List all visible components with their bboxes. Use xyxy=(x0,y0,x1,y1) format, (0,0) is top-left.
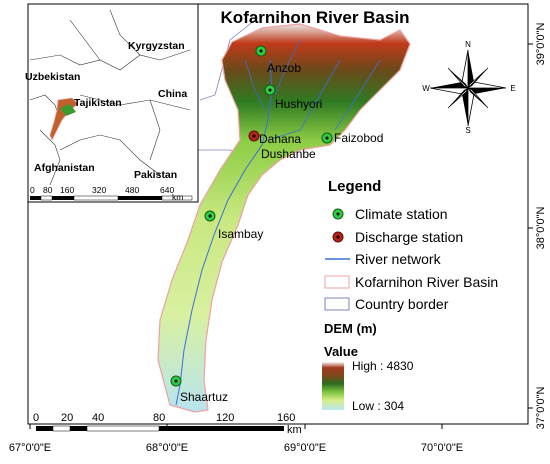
legend-dem-low: Low : 304 xyxy=(352,399,404,413)
label-dushanbe: Dushanbe xyxy=(261,147,316,161)
axis-lat-39: 39°0'0"N xyxy=(535,23,547,66)
label-dahana: Dahana xyxy=(259,132,301,146)
compass-n: N xyxy=(465,40,471,49)
legend-item-climate: Climate station xyxy=(355,206,448,222)
station-isambay xyxy=(204,210,216,222)
station-hushyori xyxy=(264,84,276,96)
scale-tick-160: 160 xyxy=(277,412,295,424)
scale-unit: km xyxy=(287,424,302,436)
compass-e: E xyxy=(510,84,515,93)
legend-item-border: Country border xyxy=(355,296,449,312)
legend-basin-symbol xyxy=(324,275,350,289)
inset-label-china: China xyxy=(158,88,187,100)
river-tributary xyxy=(244,39,381,141)
legend-dem-title: DEM (m) xyxy=(324,321,377,336)
scale-tick-20: 20 xyxy=(61,412,73,424)
legend-item-discharge: Discharge station xyxy=(355,229,463,245)
inset-label-pakistan: Pakistan xyxy=(134,169,177,181)
axis-lat-38: 38°0'0"N xyxy=(535,207,547,250)
scale-tick-0: 0 xyxy=(33,412,39,424)
legend-heading: Legend xyxy=(328,178,381,195)
scale-tick-40: 40 xyxy=(92,412,104,424)
legend-item-basin: Kofarnihon River Basin xyxy=(355,274,498,290)
compass-s: S xyxy=(465,126,470,135)
compass-w: W xyxy=(422,84,430,93)
axis-lon-68: 68°0'0"E xyxy=(146,442,188,454)
legend-border-symbol xyxy=(324,297,350,311)
inset-label-afghanistan: Afghanistan xyxy=(34,162,95,174)
legend-value-title: Value xyxy=(324,344,358,359)
map-title: Kofarnihon River Basin xyxy=(221,8,410,27)
compass-rose xyxy=(429,49,507,127)
station-anzob xyxy=(255,45,267,57)
axis-lon-69: 69°0'0"E xyxy=(284,442,326,454)
label-shaartuz: Shaartuz xyxy=(180,390,228,404)
basin-area xyxy=(157,23,411,413)
inset-label-kyrgyzstan: Kyrgyzstan xyxy=(128,40,185,52)
inset-scale-unit: km xyxy=(172,192,183,202)
legend: Legend Climate station Discharge station… xyxy=(322,178,498,413)
inset-scale-640: 640 xyxy=(160,185,174,195)
inset-scale-320: 320 xyxy=(92,185,106,195)
inset-scale-160: 160 xyxy=(60,185,74,195)
inset-label-tajikistan: Tajikistan xyxy=(74,97,122,109)
station-shaartuz xyxy=(170,375,182,387)
river-main xyxy=(175,59,273,406)
station-faizobod xyxy=(321,132,333,144)
scale-tick-80: 80 xyxy=(153,412,165,424)
station-dahana xyxy=(248,130,260,142)
axis-lon-70: 70°0'0"E xyxy=(421,442,463,454)
legend-dem-high: High : 4830 xyxy=(352,359,414,373)
legend-item-river: River network xyxy=(355,251,442,267)
inset-scale-480: 480 xyxy=(125,185,139,195)
axis-lon-67: 67°0'0"E xyxy=(9,442,51,454)
scale-tick-120: 120 xyxy=(216,412,234,424)
label-faizobod: Faizobod xyxy=(334,131,383,145)
inset-scale-0: 0 xyxy=(30,185,35,195)
right-ticks xyxy=(528,43,533,409)
label-isambay: Isambay xyxy=(218,227,263,241)
inset-label-uzbekistan: Uzbekistan xyxy=(25,71,80,83)
label-anzob: Anzob xyxy=(267,61,301,75)
label-hushyori: Hushyori xyxy=(275,97,322,111)
bottom-ticks xyxy=(29,424,443,429)
main-scale-bar xyxy=(36,425,284,432)
inset-scale-80: 80 xyxy=(43,185,53,195)
inset-scale-bar xyxy=(30,195,193,201)
inset-map: Kyrgyzstan Uzbekistan Tajikistan China A… xyxy=(25,3,199,203)
axis-lat-37: 37°0'0"N xyxy=(535,387,547,430)
inset-borders xyxy=(29,9,191,186)
dem-color-ramp xyxy=(322,362,344,410)
